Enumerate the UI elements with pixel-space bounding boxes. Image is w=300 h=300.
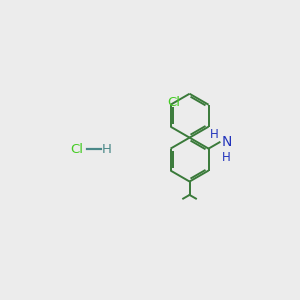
Text: Cl: Cl (70, 143, 83, 156)
Text: H: H (221, 151, 230, 164)
Text: H: H (102, 143, 112, 156)
Text: N: N (221, 135, 232, 149)
Text: H: H (210, 128, 218, 141)
Text: Cl: Cl (167, 96, 180, 109)
